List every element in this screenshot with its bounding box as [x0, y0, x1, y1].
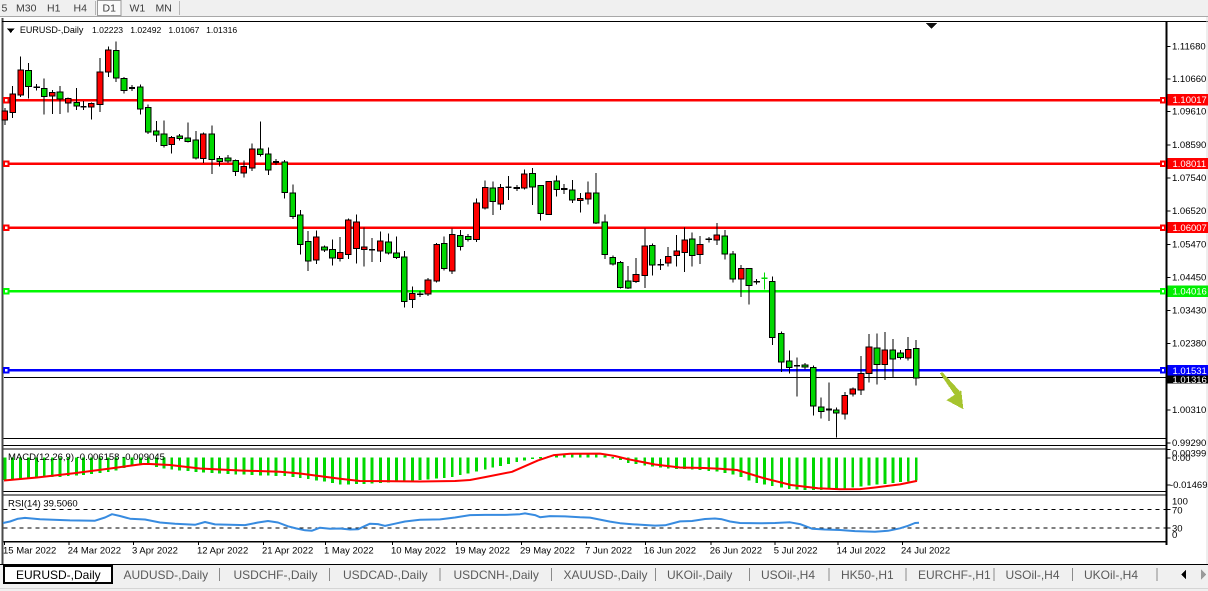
- svg-text:1.06007: 1.06007: [1173, 223, 1207, 234]
- svg-text:UKOil-,Daily: UKOil-,Daily: [667, 568, 732, 582]
- svg-text:1.02380: 1.02380: [1172, 339, 1206, 350]
- svg-text:24 Jul 2022: 24 Jul 2022: [901, 546, 950, 557]
- svg-text:21 Apr 2022: 21 Apr 2022: [262, 546, 313, 557]
- svg-text:1.02492: 1.02492: [130, 25, 161, 35]
- svg-text:1.10017: 1.10017: [1173, 95, 1207, 106]
- svg-text:1.01316: 1.01316: [206, 25, 237, 35]
- svg-text:19 May 2022: 19 May 2022: [455, 546, 510, 557]
- svg-text:1.04016: 1.04016: [1173, 287, 1207, 298]
- svg-text:1.08590: 1.08590: [1172, 140, 1206, 151]
- svg-text:100: 100: [1172, 496, 1188, 507]
- svg-text:EURCHF-,H1: EURCHF-,H1: [918, 568, 991, 582]
- svg-text:MACD(12,26,9) -0.006158 -0.009: MACD(12,26,9) -0.006158 -0.009045: [8, 452, 165, 463]
- svg-text:10 May 2022: 10 May 2022: [391, 546, 446, 557]
- svg-text:USDCHF-,Daily: USDCHF-,Daily: [234, 568, 318, 582]
- svg-text:0.00399: 0.00399: [1172, 449, 1206, 460]
- svg-text:5 Jul 2022: 5 Jul 2022: [774, 546, 818, 557]
- svg-text:EURUSD-,Daily: EURUSD-,Daily: [20, 25, 84, 35]
- svg-text:12 Apr 2022: 12 Apr 2022: [197, 546, 248, 557]
- svg-text:29 May 2022: 29 May 2022: [520, 546, 575, 557]
- svg-text:1.08011: 1.08011: [1173, 159, 1207, 170]
- svg-text:0: 0: [1172, 530, 1177, 541]
- svg-text:1.01067: 1.01067: [168, 25, 199, 35]
- svg-text:14 Jul 2022: 14 Jul 2022: [837, 546, 886, 557]
- svg-text:1.03430: 1.03430: [1172, 306, 1206, 317]
- svg-text:26 Jun 2022: 26 Jun 2022: [710, 546, 762, 557]
- svg-text:USDCNH-,Daily: USDCNH-,Daily: [454, 568, 539, 582]
- svg-text:EURUSD-,Daily: EURUSD-,Daily: [16, 568, 101, 582]
- svg-text:HK50-,H1: HK50-,H1: [841, 568, 894, 582]
- svg-text:W1: W1: [130, 3, 146, 15]
- svg-text:D1: D1: [103, 3, 117, 15]
- svg-text:1.02223: 1.02223: [92, 25, 123, 35]
- svg-text:USDCAD-,Daily: USDCAD-,Daily: [343, 568, 428, 582]
- svg-text:1.01531: 1.01531: [1173, 366, 1207, 377]
- svg-text:0.99290: 0.99290: [1172, 438, 1206, 449]
- svg-text:1.05470: 1.05470: [1172, 240, 1206, 251]
- svg-text:1 May 2022: 1 May 2022: [324, 546, 374, 557]
- svg-text:USOil-,H4: USOil-,H4: [761, 568, 815, 582]
- svg-text:-0.014693: -0.014693: [1170, 480, 1208, 491]
- svg-text:H4: H4: [74, 3, 88, 15]
- svg-text:1.10660: 1.10660: [1172, 74, 1206, 85]
- svg-text:1.00310: 1.00310: [1172, 405, 1206, 416]
- svg-text:XAUUSD-,Daily: XAUUSD-,Daily: [564, 568, 648, 582]
- svg-text:USOil-,H4: USOil-,H4: [1006, 568, 1060, 582]
- svg-text:1.01316: 1.01316: [1173, 375, 1207, 386]
- svg-text:3 Apr 2022: 3 Apr 2022: [132, 546, 178, 557]
- svg-text:0.00: 0.00: [1172, 453, 1191, 464]
- svg-text:UKOil-,H4: UKOil-,H4: [1084, 568, 1138, 582]
- svg-text:70: 70: [1172, 505, 1183, 516]
- svg-text:15 Mar 2022: 15 Mar 2022: [3, 546, 56, 557]
- svg-text:RSI(14) 39.5060: RSI(14) 39.5060: [8, 499, 78, 510]
- svg-text:1.04450: 1.04450: [1172, 273, 1206, 284]
- svg-text:30: 30: [1172, 524, 1183, 535]
- svg-text:MN: MN: [156, 3, 172, 15]
- svg-text:M30: M30: [16, 3, 37, 15]
- svg-text:AUDUSD-,Daily: AUDUSD-,Daily: [124, 568, 209, 582]
- svg-text:H1: H1: [47, 3, 61, 15]
- svg-text:1.11680: 1.11680: [1172, 42, 1206, 53]
- svg-text:16 Jun 2022: 16 Jun 2022: [644, 546, 696, 557]
- svg-text:5: 5: [2, 3, 8, 15]
- svg-text:24 Mar 2022: 24 Mar 2022: [68, 546, 121, 557]
- svg-text:1.09610: 1.09610: [1172, 107, 1206, 118]
- svg-text:1.07540: 1.07540: [1172, 173, 1206, 184]
- svg-text:1.06520: 1.06520: [1172, 206, 1206, 217]
- svg-text:7 Jun 2022: 7 Jun 2022: [585, 546, 632, 557]
